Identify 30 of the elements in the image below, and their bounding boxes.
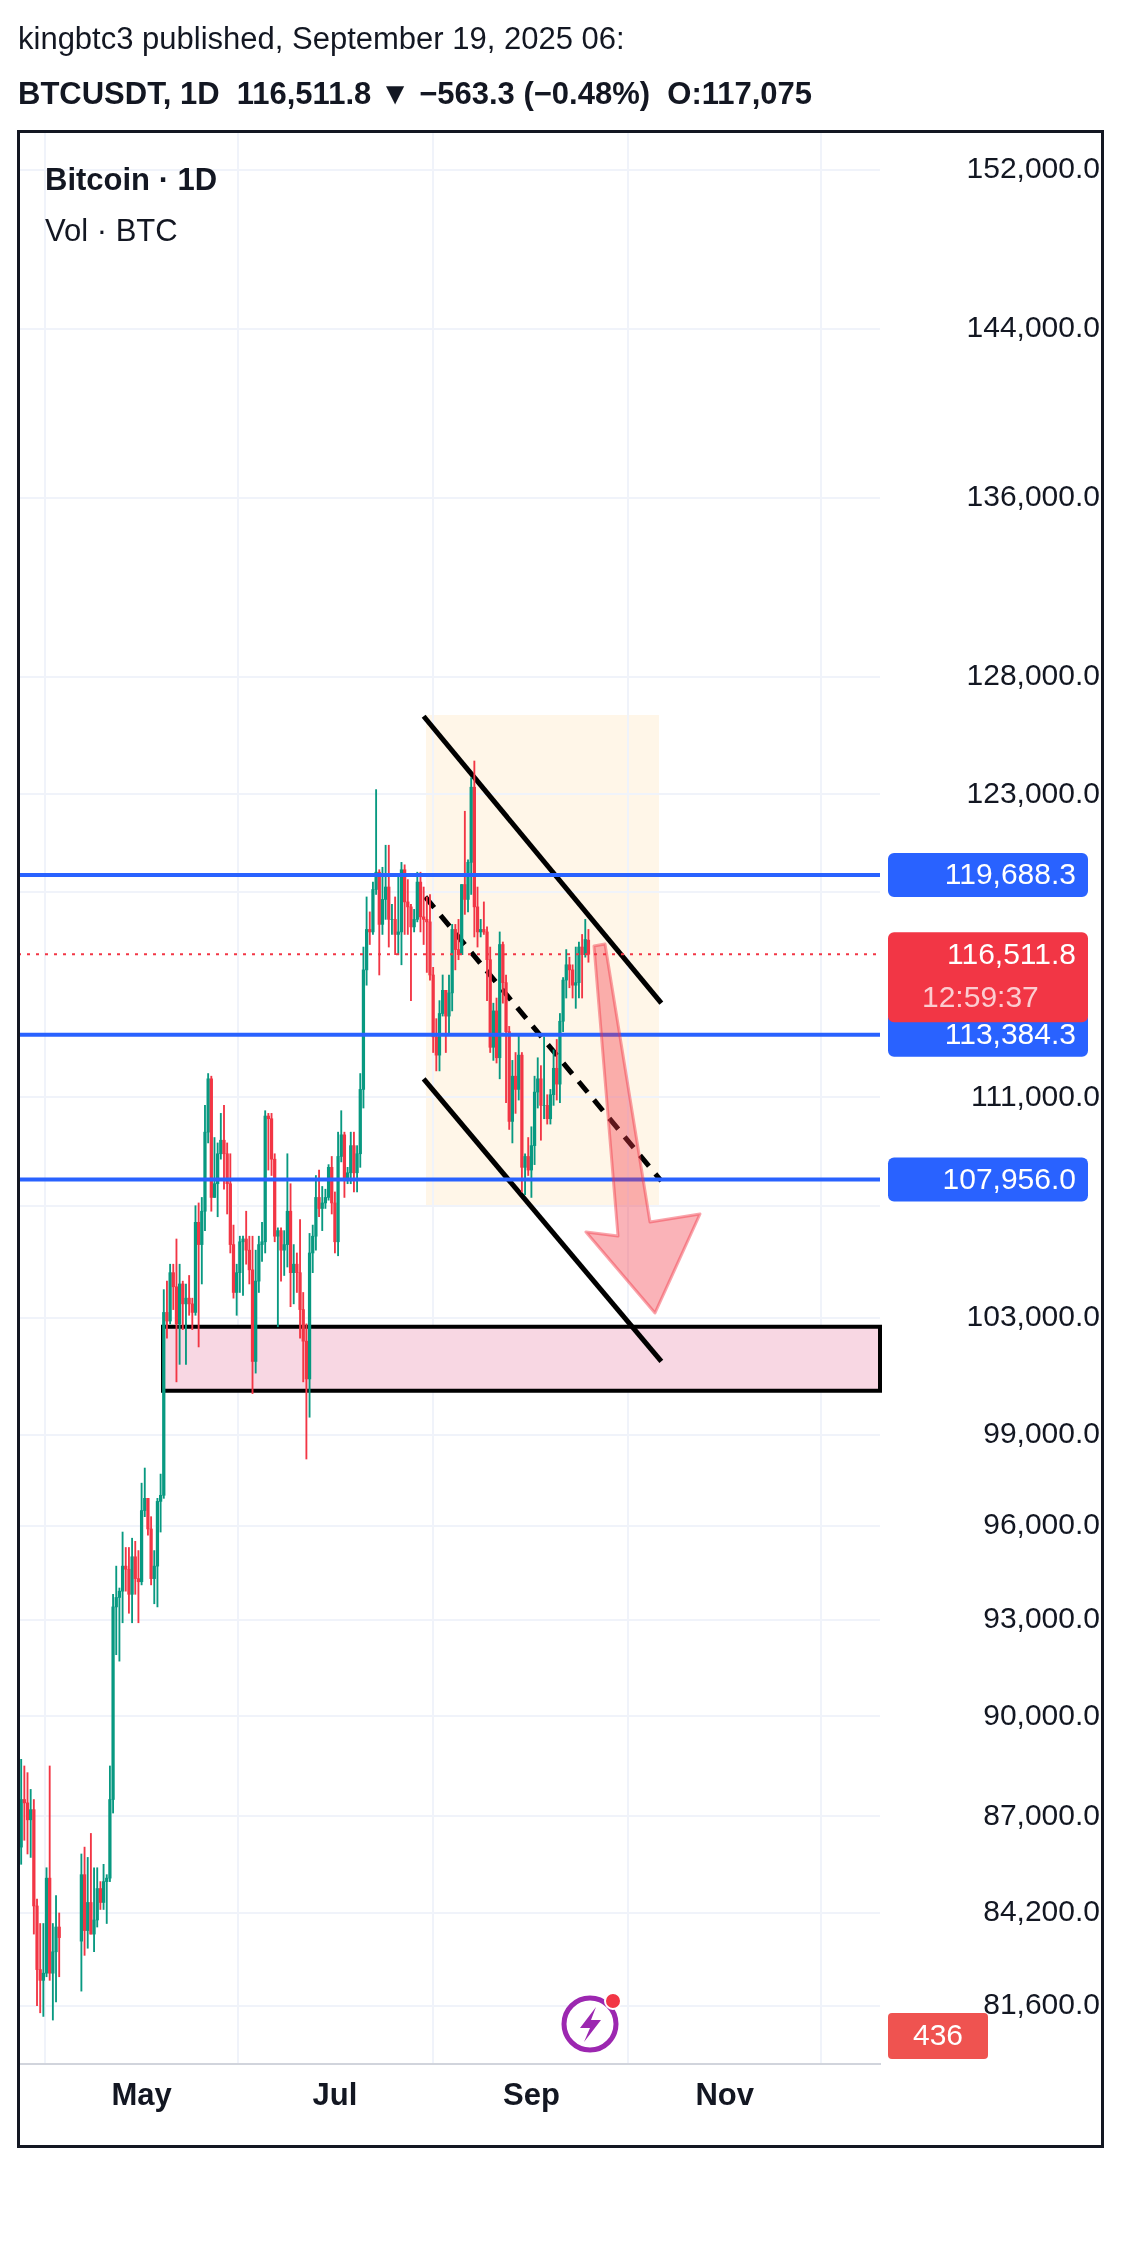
ref-line-label: 113,384.3 [944,1016,1076,1050]
chart-title: kingbtc3 published, September 19, 2025 06: [18,20,625,56]
y-tick-label: 128,000.0 [966,658,1100,692]
x-tick-label: Nov [695,2077,755,2113]
text: 436 [912,2018,964,2052]
candlestick [542,1036,546,1120]
y-tick-label: 136,000.0 [966,479,1100,513]
y-tick-label: 81,600.0 [983,1986,1100,2020]
y-tick-label: 90,000.0 [983,1697,1100,1731]
y-tick-label: 123,000.0 [966,775,1100,809]
ref-line-label: 107,956.0 [942,1161,1076,1195]
y-tick-label: 96,000.0 [983,1507,1100,1541]
y-tick-label: 93,000.0 [983,1600,1100,1634]
y-tick-label: 152,000.0 [966,150,1100,184]
y-tick-label: 111,000.0 [970,1078,1100,1112]
text: 12:59:37 [922,979,1039,1013]
candlestick [460,884,464,955]
chart-subtitle: BTCUSDT, 1D 116,511.8 ▼ −563.3 (−0.48%) O:117,075 [18,75,813,111]
y-tick-label: 84,200.0 [983,1894,1100,1928]
annotation: Bitcoin · 1D [45,161,218,197]
y-tick-label: 144,000.0 [966,310,1100,344]
y-tick-label: 103,000.0 [966,1299,1100,1333]
x-tick-label: May [111,2077,173,2113]
annotation: Vol · BTC [45,212,178,248]
y-tick-label: 87,000.0 [983,1797,1100,1831]
ref-line-label: 116,511.8 [946,936,1076,970]
x-tick-label: Sep [502,2077,560,2113]
ref-line-label: 119,688.3 [944,857,1076,891]
y-tick-label: 99,000.0 [983,1416,1100,1450]
x-tick-label: Jul [312,2077,358,2113]
